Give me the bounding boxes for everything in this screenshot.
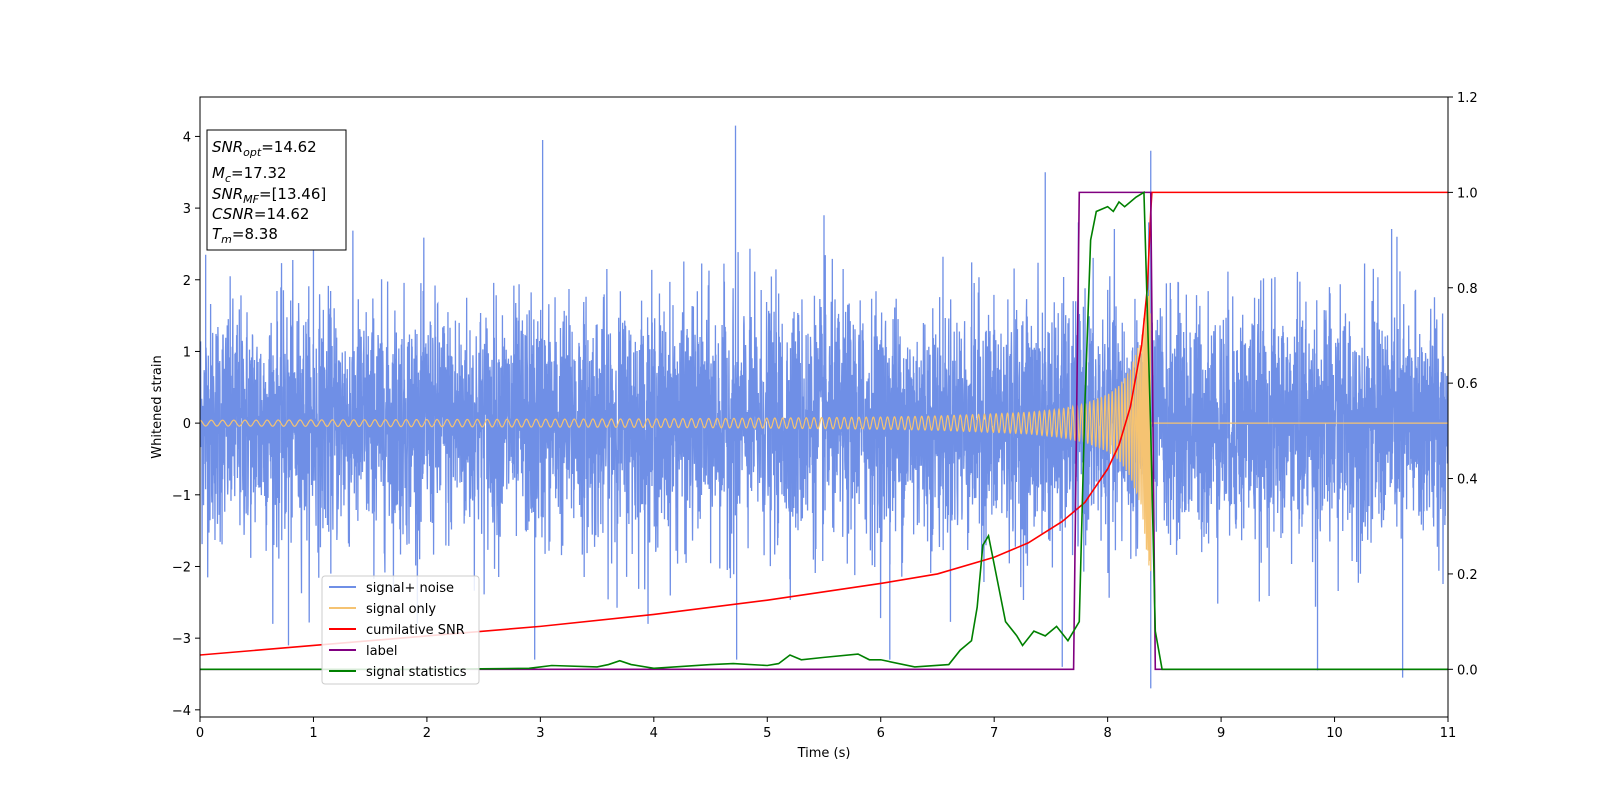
x-tick-label: 11 (1440, 726, 1457, 741)
x-tick-label: 7 (990, 726, 998, 741)
y-tick-label: 3 (183, 202, 191, 217)
info-line: Tm=8.38 (212, 225, 278, 246)
series-layer (200, 125, 1448, 689)
info-symbol: T (212, 225, 223, 243)
y-tick-label: −2 (172, 560, 191, 575)
info-subscript: m (221, 233, 232, 246)
series-signal-statistics (200, 190, 1448, 671)
y2-tick-label: 1.0 (1457, 186, 1478, 201)
x-axis: 0 1 2 3 4 5 6 7 8 9 10 11 (196, 717, 1456, 741)
x-tick-label: 3 (536, 726, 544, 741)
series-signal-only (200, 289, 1448, 572)
info-value: =17.32 (231, 164, 287, 182)
x-tick-label: 2 (423, 726, 431, 741)
y-tick-label: 0 (183, 417, 191, 432)
info-symbol: M (212, 164, 225, 182)
info-line: SNRMF=[13.46] (212, 185, 326, 206)
x-tick-label: 4 (650, 726, 658, 741)
y2-tick-label: 0.6 (1457, 377, 1478, 392)
info-symbol: SNR (212, 138, 243, 156)
y-tick-label: 4 (183, 130, 191, 145)
info-subscript: MF (243, 193, 259, 206)
y2-tick-label: 1.2 (1457, 91, 1478, 106)
x-tick-label: 8 (1103, 726, 1111, 741)
legend-item-label: signal+ noise (366, 581, 454, 596)
info-box: SNRopt=14.62Mc=17.32SNRMF=[13.46]CSNR=14… (206, 129, 347, 251)
info-symbol: SNR (212, 185, 243, 203)
legend: signal+ noise signal only cumilative SNR la… (321, 575, 480, 685)
x-tick-label: 0 (196, 726, 204, 741)
y2-tick-label: 0.8 (1457, 282, 1478, 297)
y-axis-label: Whitened strain (150, 355, 165, 458)
y-tick-label: 1 (183, 345, 191, 360)
y2-tick-label: 0.0 (1457, 663, 1478, 678)
info-line: CSNR=14.62 (212, 205, 309, 223)
info-symbol: CSNR (212, 205, 254, 223)
x-tick-label: 10 (1326, 726, 1343, 741)
x-tick-label: 5 (763, 726, 771, 741)
y-tick-label: −3 (172, 632, 191, 647)
info-value: =14.62 (254, 205, 310, 223)
info-subscript: c (225, 172, 231, 185)
x-axis-label: Time (s) (797, 746, 851, 761)
info-line: SNRopt=14.62 (212, 138, 317, 159)
y-axis-right: 0.0 0.2 0.4 0.6 0.8 1.0 1.2 (1448, 91, 1478, 678)
x-tick-label: 9 (1217, 726, 1225, 741)
y2-tick-label: 0.2 (1457, 568, 1478, 583)
y-tick-label: −1 (172, 489, 191, 504)
y2-tick-label: 0.4 (1457, 473, 1478, 488)
info-line: Mc=17.32 (212, 164, 287, 185)
info-subscript: opt (243, 146, 262, 159)
y-tick-label: −4 (172, 704, 191, 719)
info-value: =[13.46] (259, 185, 326, 203)
series-signal-noise (200, 125, 1448, 689)
info-value: =8.38 (232, 225, 278, 243)
plot-frame (199, 96, 1449, 718)
legend-item-label: signal statistics (366, 665, 467, 680)
y-tick-label: 2 (183, 274, 191, 289)
y-axis-left: −4 −3 −2 −1 0 1 2 3 4 (172, 130, 200, 719)
legend-item-label: label (366, 644, 397, 659)
legend-item-label: signal only (366, 602, 436, 617)
legend-item-label: cumilative SNR (366, 623, 465, 638)
legend-frame (321, 575, 480, 685)
info-value: =14.62 (261, 138, 317, 156)
info-box-frame (206, 129, 347, 251)
x-tick-label: 1 (309, 726, 317, 741)
x-tick-label: 6 (877, 726, 885, 741)
